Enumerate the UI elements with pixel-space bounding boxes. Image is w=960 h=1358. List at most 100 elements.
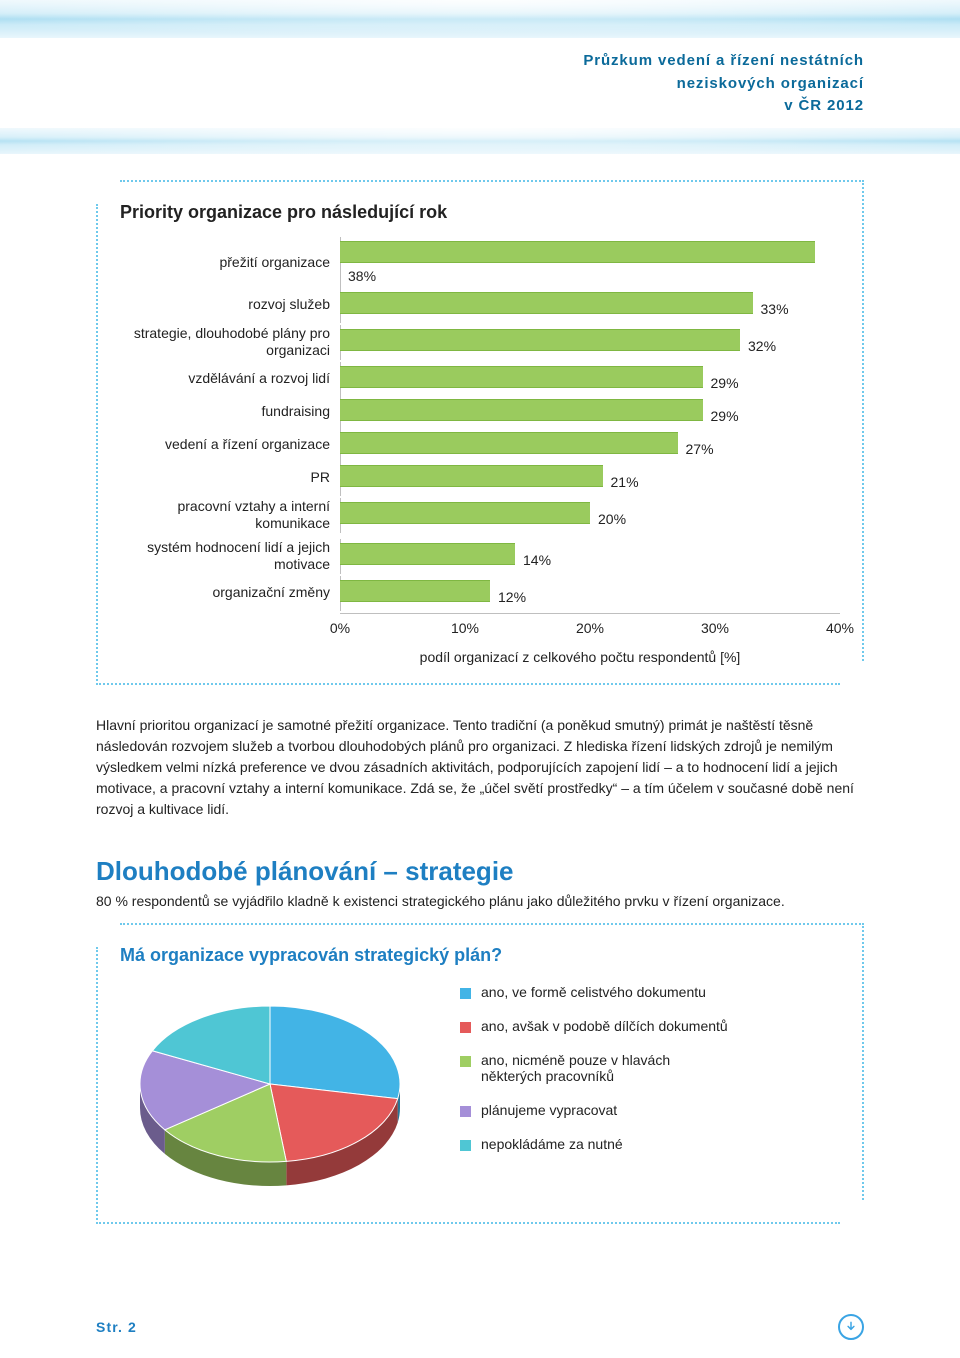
dotted-border <box>120 923 864 925</box>
axis-tick: 0% <box>330 620 350 636</box>
dotted-border <box>120 180 864 182</box>
bar-chart: přežití organizace 38% rozvoj služeb 33% str… <box>120 241 840 613</box>
legend-item: ano, avšak v podobě dílčích dokumentů <box>460 1018 730 1034</box>
bar <box>340 292 753 314</box>
bar-cell: 20% <box>340 502 840 529</box>
dotted-border <box>96 947 98 1224</box>
axis-tick: 20% <box>576 620 604 636</box>
footer: Str. 2 <box>96 1314 864 1340</box>
bar-cell: 29% <box>340 366 840 393</box>
bar <box>340 399 703 421</box>
bar-cell: 32% <box>340 329 840 356</box>
bar-value: 12% <box>498 589 526 605</box>
bar-label: organizační změny <box>120 584 340 602</box>
bar-row: vedení a řízení organizace 27% <box>120 432 840 459</box>
bar-row: strategie, dlouhodobé plány pro organiza… <box>120 325 840 360</box>
bar-cell: 29% <box>340 399 840 426</box>
section-heading: Dlouhodobé plánování – strategie <box>96 856 864 887</box>
legend-item: ano, ve formě celistvého dokumentu <box>460 984 730 1000</box>
axis-tick: 40% <box>826 620 854 636</box>
bar <box>340 329 740 351</box>
header-titles: Průzkum vedení a řízení nestátních nezis… <box>0 38 960 128</box>
page-number: Str. 2 <box>96 1319 137 1335</box>
dotted-border <box>96 683 840 685</box>
bar <box>340 241 815 263</box>
bar <box>340 543 515 565</box>
legend-item: nepokládáme za nutné <box>460 1136 730 1152</box>
bar-cell: 33% <box>340 292 840 319</box>
dotted-border <box>96 1222 840 1224</box>
bar <box>340 366 703 388</box>
bar <box>340 580 490 602</box>
bar-value: 29% <box>711 408 739 424</box>
bar-label: fundraising <box>120 403 340 421</box>
bar-row: pracovní vztahy a interní komunikace 20% <box>120 498 840 533</box>
legend-swatch <box>460 1140 471 1151</box>
bar-label: systém hodnocení lidí a jejich motivace <box>120 539 340 574</box>
content: Priority organizace pro následující rok … <box>0 180 960 1224</box>
bar-label: rozvoj služeb <box>120 296 340 314</box>
legend-swatch <box>460 1056 471 1067</box>
bar-chart-box: Priority organizace pro následující rok … <box>96 180 864 685</box>
bar-value: 20% <box>598 511 626 527</box>
pie-chart-wrap: ano, ve formě celistvého dokumentu ano, a… <box>120 984 840 1204</box>
header-line-3: v ČR 2012 <box>0 95 864 118</box>
bar-row: systém hodnocení lidí a jejich motivace 1… <box>120 539 840 574</box>
header-line-2: neziskových organizací <box>0 73 864 96</box>
bar-value: 32% <box>748 338 776 354</box>
bar-value: 29% <box>711 375 739 391</box>
bar-label: přežití organizace <box>120 254 340 272</box>
dotted-border <box>96 204 98 685</box>
bar-value: 21% <box>611 474 639 490</box>
bar-row: organizační změny 12% <box>120 580 840 607</box>
dotted-border <box>862 923 864 1200</box>
bar-cell: 38% <box>340 241 840 286</box>
bar-chart-xlabel: podíl organizací z celkového počtu respo… <box>320 649 840 665</box>
axis-tick: 30% <box>701 620 729 636</box>
axis-tick: 10% <box>451 620 479 636</box>
bar-cell: 14% <box>340 543 840 570</box>
bar-value: 27% <box>686 441 714 457</box>
second-wave <box>0 128 960 154</box>
pie-slice <box>270 1006 400 1099</box>
bar <box>340 432 678 454</box>
bar-row: přežití organizace 38% <box>120 241 840 286</box>
bar-row: rozvoj služeb 33% <box>120 292 840 319</box>
bar <box>340 502 590 524</box>
legend-item: plánujeme vypracovat <box>460 1102 730 1118</box>
pie-chart-box: Má organizace vypracován strategický plá… <box>96 923 864 1224</box>
bar <box>340 465 603 487</box>
analysis-paragraph: Hlavní prioritou organizací je samotné p… <box>96 715 864 820</box>
legend-label: plánujeme vypracovat <box>481 1102 617 1118</box>
bar-label: strategie, dlouhodobé plány pro organiza… <box>120 325 340 360</box>
bar-cell: 12% <box>340 580 840 607</box>
legend-label: ano, nicméně pouze v hlavách některých p… <box>481 1052 730 1084</box>
legend-swatch <box>460 988 471 999</box>
legend-label: ano, avšak v podobě dílčích dokumentů <box>481 1018 728 1034</box>
legend-label: ano, ve formě celistvého dokumentu <box>481 984 706 1000</box>
section-subtext: 80 % respondentů se vyjádřilo kladně k e… <box>96 893 864 909</box>
bar-cell: 21% <box>340 465 840 492</box>
bar-label: pracovní vztahy a interní komunikace <box>120 498 340 533</box>
bar-label: vzdělávání a rozvoj lidí <box>120 370 340 388</box>
header-line-1: Průzkum vedení a řízení nestátních <box>0 50 864 73</box>
bar-cell: 27% <box>340 432 840 459</box>
bar-chart-axis: 0%10%20%30%40% <box>340 613 840 639</box>
bar-row: PR21% <box>120 465 840 492</box>
pie-legend: ano, ve formě celistvého dokumentu ano, a… <box>460 984 730 1152</box>
down-arrow-icon <box>838 1314 864 1340</box>
bar-row: fundraising 29% <box>120 399 840 426</box>
legend-swatch <box>460 1106 471 1117</box>
pie-chart <box>120 984 420 1204</box>
legend-swatch <box>460 1022 471 1033</box>
bar-label: vedení a řízení organizace <box>120 436 340 454</box>
page: Průzkum vedení a řízení nestátních nezis… <box>0 0 960 1358</box>
legend-label: nepokládáme za nutné <box>481 1136 623 1152</box>
top-wave <box>0 0 960 38</box>
bar-value: 14% <box>523 552 551 568</box>
bar-value: 38% <box>348 268 376 284</box>
bar-chart-title: Priority organizace pro následující rok <box>120 202 840 223</box>
legend-item: ano, nicméně pouze v hlavách některých p… <box>460 1052 730 1084</box>
bar-value: 33% <box>761 301 789 317</box>
bar-row: vzdělávání a rozvoj lidí 29% <box>120 366 840 393</box>
